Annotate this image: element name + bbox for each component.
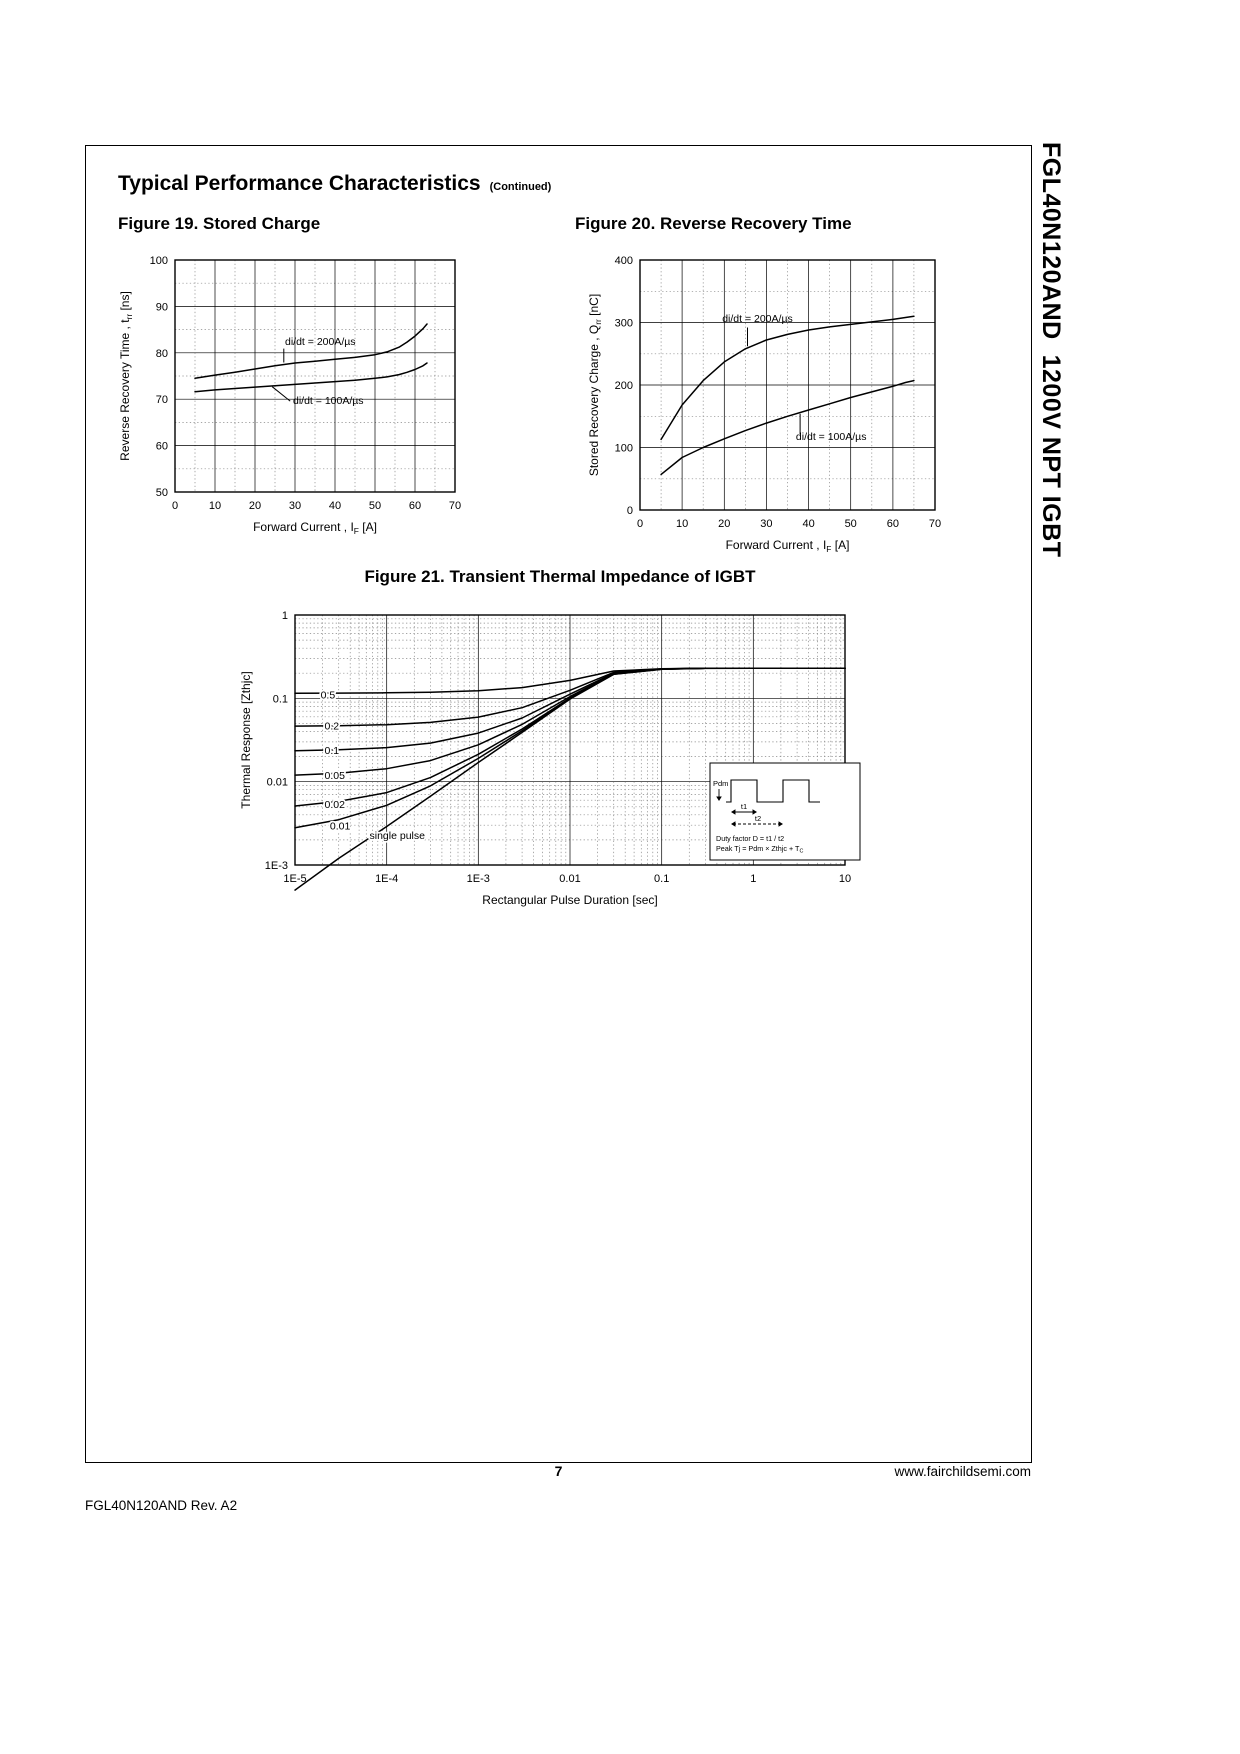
svg-text:20: 20: [249, 500, 261, 512]
svg-text:40: 40: [802, 518, 814, 530]
figure20-title: Figure 20. Reverse Recovery Time: [575, 214, 852, 233]
svg-text:70: 70: [156, 394, 168, 406]
svg-text:100: 100: [150, 255, 168, 267]
svg-text:70: 70: [929, 518, 941, 530]
page-number: 7: [554, 1463, 563, 1479]
svg-text:Rectangular Pulse Duration [se: Rectangular Pulse Duration [sec]: [482, 893, 657, 907]
svg-text:50: 50: [156, 487, 168, 499]
svg-text:0.1: 0.1: [325, 745, 340, 757]
svg-text:1: 1: [282, 610, 288, 622]
svg-text:0.05: 0.05: [325, 770, 346, 782]
svg-text:0: 0: [627, 505, 633, 517]
svg-text:80: 80: [156, 348, 168, 360]
svg-text:20: 20: [718, 518, 730, 530]
svg-text:di/dt = 200A/µs: di/dt = 200A/µs: [285, 336, 356, 348]
svg-text:90: 90: [156, 301, 168, 313]
section-title: Typical Performance Characteristics: [118, 172, 481, 195]
section-continued-label: (Continued): [489, 181, 552, 193]
svg-text:Stored Recovery Charge , Qrr [: Stored Recovery Charge , Qrr [nC]: [587, 294, 603, 476]
figure21-title: Figure 21. Transient Thermal Impedance o…: [364, 567, 756, 586]
section-header: Typical Performance Characteristics (Cont…: [118, 172, 551, 196]
svg-text:50: 50: [369, 500, 381, 512]
svg-text:1E-4: 1E-4: [375, 873, 398, 885]
svg-text:0.1: 0.1: [654, 873, 669, 885]
svg-text:Duty factor D = t1 / t2: Duty factor D = t1 / t2: [716, 834, 784, 843]
svg-text:di/dt = 100A/µs: di/dt = 100A/µs: [293, 395, 364, 407]
figure19-chart: di/dt = 200A/µs di/dt = 100A/µs 0 10 20 30 40 5…: [118, 255, 461, 536]
svg-text:t1: t1: [741, 802, 747, 811]
svg-text:di/dt = 200A/µs: di/dt = 200A/µs: [722, 313, 793, 325]
svg-text:0.5: 0.5: [321, 689, 336, 701]
svg-text:30: 30: [289, 500, 301, 512]
part-number-sidebar: FGL40N120AND 1200V NPT IGBT: [1037, 142, 1065, 558]
figure19-title: Figure 19. Stored Charge: [118, 214, 321, 233]
svg-text:1: 1: [750, 873, 756, 885]
svg-text:Forward Current , IF [A]: Forward Current , IF [A]: [726, 538, 850, 554]
svg-text:0.01: 0.01: [330, 821, 351, 833]
svg-text:400: 400: [615, 255, 633, 267]
svg-text:Peak Tj = Pdm × Zthjc + TC: Peak Tj = Pdm × Zthjc + TC: [716, 844, 803, 855]
footer-revision: FGL40N120AND Rev. A2: [85, 1498, 238, 1513]
svg-text:30: 30: [760, 518, 772, 530]
svg-text:Forward Current , IF [A]: Forward Current , IF [A]: [253, 520, 377, 536]
svg-text:1E-3: 1E-3: [467, 873, 490, 885]
svg-text:Reverse Recovery Time , trr [n: Reverse Recovery Time , trr [ns]: [118, 291, 134, 461]
svg-text:60: 60: [887, 518, 899, 530]
svg-text:0: 0: [172, 500, 178, 512]
svg-text:0.2: 0.2: [325, 721, 340, 733]
svg-text:0.01: 0.01: [559, 873, 580, 885]
svg-text:single pulse: single pulse: [370, 830, 426, 842]
svg-text:10: 10: [839, 873, 851, 885]
svg-text:10: 10: [676, 518, 688, 530]
footer-url: www.fairchildsemi.com: [894, 1464, 1031, 1479]
svg-text:1E-5: 1E-5: [283, 873, 306, 885]
svg-text:0.01: 0.01: [267, 777, 288, 789]
svg-text:60: 60: [409, 500, 421, 512]
svg-text:Pdm: Pdm: [713, 779, 728, 788]
svg-text:di/dt = 100A/µs: di/dt = 100A/µs: [796, 431, 867, 443]
svg-text:300: 300: [615, 318, 633, 330]
svg-text:0.1: 0.1: [273, 693, 288, 705]
svg-text:60: 60: [156, 441, 168, 453]
svg-text:0.02: 0.02: [325, 799, 346, 811]
svg-text:0: 0: [637, 518, 643, 530]
svg-text:40: 40: [329, 500, 341, 512]
svg-text:10: 10: [209, 500, 221, 512]
svg-text:200: 200: [615, 380, 633, 392]
svg-text:Thermal Response [Zthjc]: Thermal Response [Zthjc]: [239, 671, 253, 808]
svg-text:100: 100: [615, 443, 633, 455]
svg-text:50: 50: [845, 518, 857, 530]
figure20-chart: di/dt = 200A/µs di/dt = 100A/µs 0 10 20 30 40 5…: [587, 255, 941, 554]
svg-text:1E-3: 1E-3: [265, 860, 288, 872]
svg-text:t2: t2: [755, 814, 761, 823]
svg-text:70: 70: [449, 500, 461, 512]
